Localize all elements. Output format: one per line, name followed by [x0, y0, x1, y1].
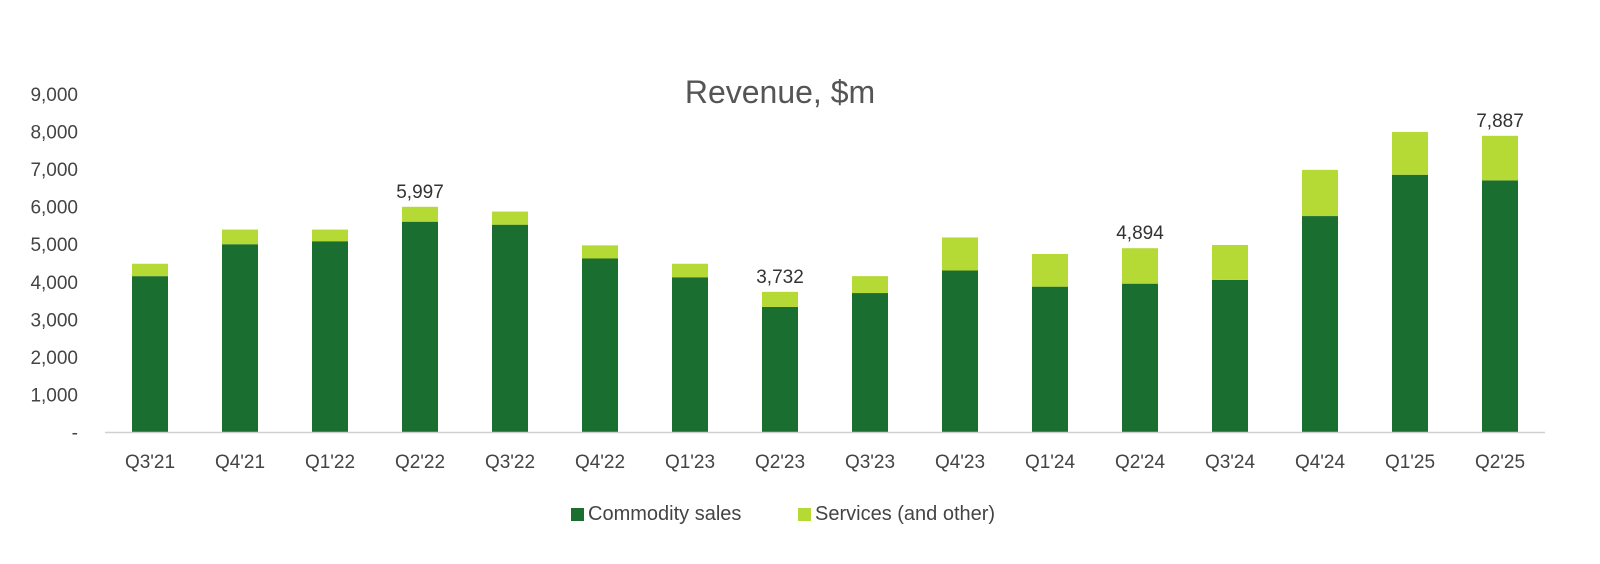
legend: Commodity sales Services (and other): [571, 503, 995, 525]
bar-services-and-other: [1302, 169, 1338, 217]
x-tick-label: Q4'24: [1295, 452, 1346, 473]
bar-services-and-other: [402, 206, 438, 222]
bar-commodity-sales: [1482, 180, 1518, 432]
bar-services-and-other: [1032, 253, 1068, 287]
x-tick-label: Q3'24: [1205, 452, 1256, 473]
x-tick-label: Q2'23: [755, 452, 805, 473]
bar-services-and-other: [222, 229, 258, 245]
x-tick-label: Q1'24: [1025, 452, 1076, 473]
y-tick-label: 6,000: [30, 198, 78, 219]
y-tick-label: 1,000: [30, 385, 78, 406]
bar-commodity-sales: [1122, 283, 1158, 432]
bars-group: [132, 131, 1518, 432]
y-axis: - 1,000 2,000 3,000 4,000 5,000 6,000 7,000 8,00…: [30, 85, 78, 444]
bar-commodity-sales: [1302, 216, 1338, 432]
y-tick-label: 3,000: [30, 310, 78, 331]
x-axis: Q3'21 Q4'21 Q1'22 Q2'22 Q3'22 Q4'22 Q1'23 Q2'23…: [105, 431, 1545, 473]
bar-services-and-other: [762, 291, 798, 307]
bar-commodity-sales: [1032, 286, 1068, 432]
y-tick-label: 9,000: [30, 85, 78, 106]
y-tick-label: 7,000: [30, 160, 78, 181]
x-tick-label: Q1'23: [665, 452, 715, 473]
bar-services-and-other: [1392, 131, 1428, 175]
data-label: 4,894: [1116, 223, 1164, 244]
bar-commodity-sales: [312, 241, 348, 432]
x-tick-label: Q3'23: [845, 452, 895, 473]
y-tick-label: 2,000: [30, 348, 78, 369]
y-tick-label: 8,000: [30, 123, 78, 144]
bar-services-and-other: [312, 229, 348, 242]
bar-services-and-other: [1122, 248, 1158, 284]
bar-commodity-sales: [492, 224, 528, 432]
legend-swatch-commodity-sales: [571, 508, 584, 521]
bar-commodity-sales: [582, 258, 618, 432]
x-tick-label: Q3'22: [485, 452, 535, 473]
legend-item-commodity-sales: Commodity sales: [571, 503, 741, 525]
bar-commodity-sales: [222, 244, 258, 432]
bar-commodity-sales: [132, 276, 168, 432]
x-tick-label: Q4'21: [215, 452, 265, 473]
bar-services-and-other: [132, 263, 168, 277]
bar-services-and-other: [1482, 135, 1518, 181]
bar-commodity-sales: [852, 293, 888, 432]
bar-services-and-other: [582, 245, 618, 259]
x-tick-label: Q3'21: [125, 452, 175, 473]
x-tick-label: Q2'24: [1115, 452, 1166, 473]
x-tick-label: Q4'23: [935, 452, 985, 473]
x-tick-label: Q1'25: [1385, 452, 1435, 473]
data-label: 7,887: [1476, 111, 1524, 132]
legend-item-services: Services (and other): [798, 503, 995, 525]
data-label: 5,997: [396, 182, 444, 203]
legend-swatch-services: [798, 508, 811, 521]
legend-label-services: Services (and other): [815, 503, 995, 525]
bar-services-and-other: [1212, 244, 1248, 280]
x-tick-label: Q1'22: [305, 452, 355, 473]
bar-commodity-sales: [402, 221, 438, 432]
legend-label-commodity-sales: Commodity sales: [588, 503, 741, 525]
chart-title: Revenue, $m: [685, 74, 875, 110]
y-tick-label: 4,000: [30, 273, 78, 294]
bar-commodity-sales: [1212, 279, 1248, 432]
bar-services-and-other: [852, 276, 888, 294]
bar-commodity-sales: [762, 306, 798, 432]
bar-commodity-sales: [672, 277, 708, 432]
data-labels-group: 5,997 3,732 4,894 7,887: [396, 111, 1524, 288]
x-tick-label: Q2'22: [395, 452, 445, 473]
x-tick-label: Q4'22: [575, 452, 625, 473]
y-tick-label: -: [72, 423, 78, 444]
bar-services-and-other: [672, 263, 708, 278]
bar-services-and-other: [492, 211, 528, 225]
bar-services-and-other: [942, 237, 978, 271]
data-label: 3,732: [756, 267, 804, 288]
y-tick-label: 5,000: [30, 235, 78, 256]
bar-commodity-sales: [942, 270, 978, 432]
x-tick-label: Q2'25: [1475, 452, 1525, 473]
bar-commodity-sales: [1392, 174, 1428, 432]
